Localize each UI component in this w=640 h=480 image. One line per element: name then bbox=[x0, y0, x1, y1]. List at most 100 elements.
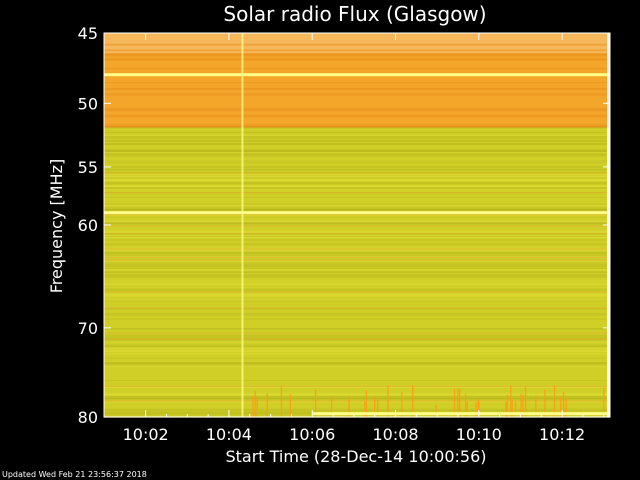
burst-streak bbox=[266, 393, 268, 417]
burst-streak bbox=[477, 399, 479, 417]
texture-band bbox=[104, 152, 610, 155]
texture-band bbox=[104, 185, 610, 188]
texture-band bbox=[104, 230, 610, 233]
texture-band bbox=[104, 401, 610, 403]
texture-band bbox=[104, 171, 610, 173]
texture-band bbox=[104, 339, 610, 342]
texture-band bbox=[104, 280, 610, 282]
texture-band bbox=[104, 189, 610, 191]
texture-band bbox=[104, 236, 610, 238]
texture-band bbox=[104, 300, 610, 302]
texture-band bbox=[104, 262, 610, 266]
texture-band bbox=[104, 88, 610, 91]
burst-streak bbox=[435, 404, 437, 417]
texture-band bbox=[104, 362, 610, 364]
texture-band bbox=[104, 67, 610, 70]
burst-streak bbox=[254, 391, 256, 417]
texture-band bbox=[104, 222, 610, 225]
texture-band bbox=[104, 58, 610, 61]
texture-band bbox=[104, 149, 610, 152]
texture-band bbox=[104, 192, 610, 193]
burst-streak bbox=[565, 398, 567, 417]
texture-band bbox=[104, 177, 610, 179]
burst-streak bbox=[553, 385, 556, 417]
burst-streak bbox=[457, 389, 459, 417]
texture-band bbox=[104, 363, 610, 367]
y-tick-label: 60 bbox=[78, 216, 98, 235]
burst-streak bbox=[459, 388, 461, 417]
texture-band bbox=[104, 131, 610, 134]
y-tick-label: 55 bbox=[78, 158, 98, 177]
texture-band bbox=[104, 397, 610, 400]
texture-band bbox=[104, 209, 610, 212]
burst-streak bbox=[401, 392, 403, 417]
texture-band bbox=[104, 168, 610, 170]
texture-band bbox=[104, 357, 610, 359]
texture-band bbox=[104, 400, 610, 402]
texture-band bbox=[104, 93, 610, 96]
y-tick-label: 45 bbox=[78, 24, 98, 43]
burst-streak bbox=[377, 398, 379, 417]
texture-band bbox=[104, 207, 610, 211]
high-band-edge bbox=[104, 33, 610, 54]
bright-emission-line bbox=[312, 412, 610, 416]
texture-band bbox=[104, 307, 610, 309]
texture-band bbox=[104, 192, 610, 194]
texture-band bbox=[104, 338, 610, 340]
texture-band bbox=[104, 239, 610, 241]
texture-band bbox=[104, 54, 610, 57]
y-tick-label: 80 bbox=[78, 408, 98, 427]
texture-band bbox=[104, 107, 610, 110]
texture-band bbox=[104, 214, 610, 216]
texture-band bbox=[104, 347, 610, 350]
texture-band bbox=[104, 264, 610, 267]
texture-band bbox=[104, 182, 610, 185]
burst-streak bbox=[520, 393, 522, 417]
burst-streak bbox=[510, 385, 512, 417]
texture-band bbox=[104, 274, 610, 277]
texture-band bbox=[104, 258, 610, 261]
texture-band bbox=[104, 173, 610, 175]
texture-band bbox=[104, 139, 610, 142]
texture-band bbox=[104, 255, 610, 259]
y-tick-label: 70 bbox=[78, 319, 98, 338]
texture-band bbox=[104, 232, 610, 235]
texture-band bbox=[104, 393, 610, 396]
burst-streak bbox=[280, 386, 283, 417]
burst-streak bbox=[387, 385, 389, 417]
texture-band bbox=[104, 176, 610, 179]
texture-band bbox=[104, 196, 610, 198]
texture-band bbox=[104, 386, 610, 389]
texture-band bbox=[104, 140, 610, 143]
texture-band bbox=[104, 283, 610, 286]
texture-band bbox=[104, 255, 610, 257]
bright-emission-line bbox=[104, 211, 610, 215]
texture-band bbox=[104, 288, 610, 291]
texture-band bbox=[104, 143, 610, 145]
bright-emission-line bbox=[104, 73, 610, 77]
burst-streak bbox=[365, 390, 368, 417]
texture-band bbox=[104, 174, 610, 178]
onset-edge bbox=[241, 33, 244, 417]
texture-band bbox=[104, 328, 610, 330]
texture-band bbox=[104, 380, 610, 381]
texture-band bbox=[104, 152, 610, 154]
texture-band bbox=[104, 124, 610, 127]
burst-streak bbox=[524, 386, 527, 417]
y-axis: 45 50 55 60 70 80 bbox=[78, 24, 610, 427]
x-tick-label: 10:10 bbox=[456, 425, 502, 444]
texture-band bbox=[104, 49, 610, 52]
texture-band bbox=[104, 408, 610, 412]
texture-band bbox=[104, 178, 610, 181]
burst-streak bbox=[478, 401, 480, 417]
burst-streak bbox=[475, 402, 477, 417]
texture-band bbox=[104, 332, 610, 334]
texture-band bbox=[104, 244, 610, 246]
texture-band bbox=[104, 180, 610, 182]
texture-band bbox=[104, 126, 610, 128]
texture-band bbox=[104, 256, 610, 259]
burst-streak bbox=[560, 396, 562, 417]
texture-band bbox=[104, 248, 610, 250]
burst-streak bbox=[412, 385, 414, 417]
